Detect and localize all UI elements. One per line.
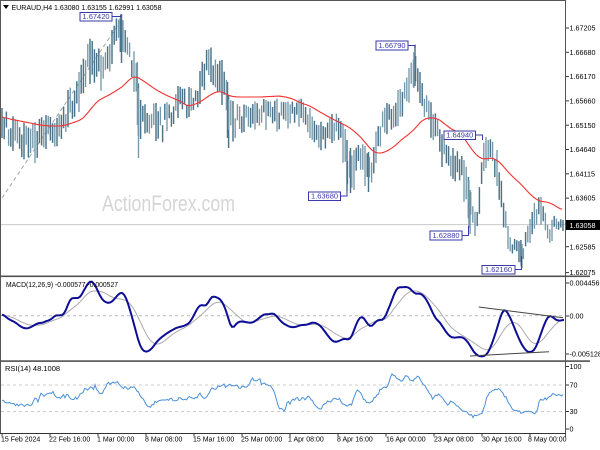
svg-text:23 Apr 08:00: 23 Apr 08:00 <box>434 437 474 444</box>
svg-text:22 Feb 16:00: 22 Feb 16:00 <box>49 437 90 444</box>
svg-text:1.63058: 1.63058 <box>570 221 596 230</box>
svg-text:1.66170: 1.66170 <box>570 72 596 81</box>
svg-text:8 Apr 16:00: 8 Apr 16:00 <box>337 437 373 444</box>
svg-text:15 Mar 16:00: 15 Mar 16:00 <box>193 437 234 444</box>
svg-text:30: 30 <box>570 407 578 416</box>
svg-text:1.62160: 1.62160 <box>485 265 512 274</box>
svg-text:1.62585: 1.62585 <box>570 242 596 251</box>
svg-text:0.00: 0.00 <box>570 312 584 321</box>
svg-text:15 Feb 2024: 15 Feb 2024 <box>1 437 40 444</box>
svg-text:1.63680: 1.63680 <box>311 191 338 200</box>
svg-text:1.62880: 1.62880 <box>432 231 459 240</box>
svg-text:1.67420: 1.67420 <box>82 12 109 21</box>
svg-text:70: 70 <box>570 381 578 390</box>
svg-text:25 Mar 00:00: 25 Mar 00:00 <box>241 437 282 444</box>
svg-text:1.62075: 1.62075 <box>570 268 596 277</box>
svg-text:RSI(14) 48.1008: RSI(14) 48.1008 <box>5 364 60 373</box>
svg-text:1.66680: 1.66680 <box>570 48 596 57</box>
svg-text:1.64940: 1.64940 <box>446 130 473 139</box>
svg-text:16 Apr 00:00: 16 Apr 00:00 <box>386 437 426 444</box>
svg-text:1 Apr 08:00: 1 Apr 08:00 <box>288 437 324 444</box>
svg-text:0.004456: 0.004456 <box>570 279 600 288</box>
svg-text:8 May 00:00: 8 May 00:00 <box>528 437 567 444</box>
svg-text:0: 0 <box>570 425 574 434</box>
svg-text:-0.005128: -0.005128 <box>570 350 600 359</box>
svg-text:1.63605: 1.63605 <box>570 194 596 203</box>
svg-text:100: 100 <box>570 362 582 371</box>
svg-text:1.67205: 1.67205 <box>570 24 596 33</box>
svg-text:8 Mar 08:00: 8 Mar 08:00 <box>145 437 182 444</box>
svg-text:MACD(12,26,9) -0.000577 -0.000: MACD(12,26,9) -0.000577 -0.000527 <box>6 280 118 289</box>
svg-text:EURAUD,H4 1.63080 1.63155 1.6: EURAUD,H4 1.63080 1.63155 1.62991 1.6305… <box>12 3 162 12</box>
svg-text:30 Apr 16:00: 30 Apr 16:00 <box>482 437 522 444</box>
svg-text:1.65660: 1.65660 <box>570 97 596 106</box>
svg-text:ActionForex.com: ActionForex.com <box>102 191 235 216</box>
svg-text:1.65150: 1.65150 <box>570 121 596 130</box>
svg-text:1.64640: 1.64640 <box>570 145 596 154</box>
svg-text:1 Mar 00:00: 1 Mar 00:00 <box>97 437 134 444</box>
svg-text:1.64115: 1.64115 <box>570 169 595 178</box>
svg-text:1.66790: 1.66790 <box>378 41 405 50</box>
